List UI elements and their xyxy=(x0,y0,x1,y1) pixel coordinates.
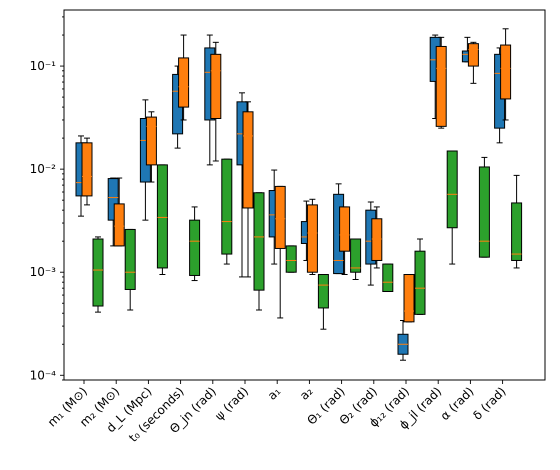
box-green xyxy=(446,150,458,265)
y-tick-label: 10⁻¹ xyxy=(30,59,57,73)
box-marks xyxy=(75,28,523,361)
y-tick-label: 10⁻³ xyxy=(30,265,57,279)
box-orange xyxy=(113,177,125,247)
box-green xyxy=(253,192,265,311)
box-body xyxy=(350,238,362,273)
box-body xyxy=(92,238,104,307)
box-body xyxy=(403,274,415,323)
box-orange xyxy=(371,206,383,269)
box-body xyxy=(113,203,125,247)
box-body xyxy=(317,274,329,309)
box-green xyxy=(92,236,104,313)
box-body xyxy=(156,164,168,269)
y-tick-label: 10⁻⁴ xyxy=(30,368,57,382)
box-orange xyxy=(339,206,351,276)
box-orange xyxy=(210,41,222,162)
box-body xyxy=(435,45,447,127)
box-orange xyxy=(274,185,286,319)
box-body xyxy=(189,219,201,276)
box-body xyxy=(467,43,479,67)
box-green xyxy=(382,263,394,292)
box-orange xyxy=(306,198,318,276)
box-orange xyxy=(500,28,512,121)
box-body xyxy=(511,202,523,261)
box-blue xyxy=(268,169,280,265)
box-orange xyxy=(178,34,190,121)
box-green xyxy=(478,156,490,258)
box-body xyxy=(339,206,351,252)
box-green xyxy=(189,206,201,282)
box-body xyxy=(210,53,222,120)
box-body xyxy=(285,245,297,273)
plot-frame xyxy=(63,9,546,381)
box-body xyxy=(253,192,265,291)
box-green xyxy=(285,245,297,273)
x-tick-label: a₂ xyxy=(297,384,316,403)
box-orange xyxy=(145,111,157,183)
x-tick-label: ψ (rad) xyxy=(212,384,251,423)
box-body xyxy=(124,228,136,290)
box-body xyxy=(306,204,318,273)
box-body xyxy=(371,218,383,261)
x-tick-label: δ (rad) xyxy=(470,384,508,422)
box-body xyxy=(414,250,426,315)
box-blue xyxy=(397,320,409,361)
box-green xyxy=(221,158,233,265)
box-body xyxy=(107,178,119,221)
x-tick-label: a₁ xyxy=(265,384,284,403)
x-tick-labels: m₁ (M⊙) m₂ (M⊙) d_L (Mpc) t₀ (seconds) Θ… xyxy=(45,384,509,445)
box-orange xyxy=(81,137,93,206)
plot-area xyxy=(64,10,545,380)
box-body xyxy=(221,158,233,255)
box-body xyxy=(382,263,394,292)
box-orange xyxy=(467,41,479,84)
box-body xyxy=(81,142,93,197)
box-body xyxy=(145,116,157,166)
box-green xyxy=(156,164,168,276)
box-green xyxy=(511,174,523,269)
y-tick-label: 10⁻² xyxy=(30,162,57,176)
y-tick-labels: 10⁻⁴ 10⁻³ 10⁻² 10⁻¹ xyxy=(30,59,57,382)
box-orange xyxy=(242,101,254,278)
box-body xyxy=(274,185,286,249)
box-body xyxy=(178,57,190,108)
box-green xyxy=(414,238,426,315)
box-body xyxy=(242,111,254,209)
box-green xyxy=(124,228,136,311)
box-orange xyxy=(435,36,447,129)
x-tick-label: α (rad) xyxy=(438,384,477,423)
box-body xyxy=(500,44,512,100)
box-body xyxy=(446,150,458,229)
box-blue xyxy=(107,177,119,247)
box-green xyxy=(317,274,329,330)
box-body xyxy=(478,166,490,258)
box-green xyxy=(350,238,362,280)
box-orange xyxy=(403,274,415,323)
